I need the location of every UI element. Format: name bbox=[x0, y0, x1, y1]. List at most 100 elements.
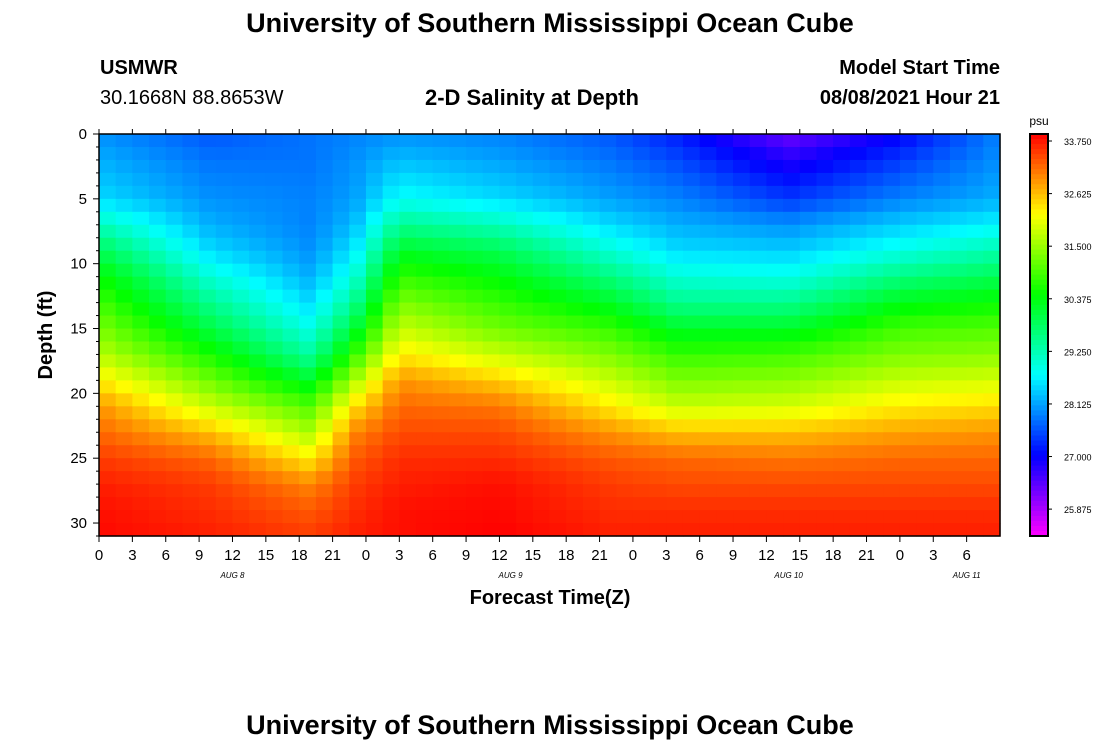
heatmap-cell bbox=[766, 497, 784, 511]
heatmap-cell bbox=[165, 406, 184, 420]
x-tick-label: 0 bbox=[362, 547, 370, 564]
heatmap-cell bbox=[482, 198, 501, 213]
heatmap-cell bbox=[566, 510, 584, 524]
heatmap-cell bbox=[899, 432, 918, 446]
colorbar-tick-label: 28.125 bbox=[1064, 400, 1092, 410]
heatmap-cell bbox=[365, 471, 384, 485]
x-tick-label: 15 bbox=[258, 547, 275, 564]
heatmap-cell bbox=[516, 393, 534, 407]
heatmap-cell bbox=[332, 471, 350, 485]
heatmap-cell bbox=[916, 393, 934, 407]
heatmap-cell bbox=[249, 134, 267, 148]
heatmap-cell bbox=[282, 315, 300, 330]
heatmap-cell bbox=[249, 302, 267, 317]
heatmap-cell bbox=[182, 380, 200, 394]
heatmap-cell bbox=[365, 419, 384, 433]
colorbar-swatch bbox=[1030, 450, 1048, 457]
heatmap-cell bbox=[632, 445, 651, 459]
heatmap-cell bbox=[933, 406, 951, 420]
heatmap-cell bbox=[816, 263, 834, 278]
heatmap-cell bbox=[816, 134, 834, 148]
heatmap-cell bbox=[532, 172, 551, 187]
heatmap-cell bbox=[566, 134, 584, 148]
heatmap-cell bbox=[582, 393, 601, 407]
heatmap-cell bbox=[816, 354, 834, 369]
heatmap-cell bbox=[516, 237, 534, 252]
heatmap-cell bbox=[416, 393, 434, 407]
heatmap-cell bbox=[866, 419, 884, 433]
heatmap-cell bbox=[115, 289, 133, 304]
heatmap-cell bbox=[699, 419, 717, 433]
heatmap-cell bbox=[632, 354, 651, 369]
heatmap-cell bbox=[933, 510, 951, 524]
heatmap-cell bbox=[666, 432, 684, 446]
heatmap-cell bbox=[549, 146, 567, 161]
heatmap-cell bbox=[733, 159, 751, 174]
heatmap-cell bbox=[282, 510, 300, 524]
colorbar-swatch bbox=[1030, 400, 1048, 406]
heatmap-cell bbox=[733, 237, 751, 252]
heatmap-cell bbox=[149, 289, 167, 304]
heatmap-cell bbox=[499, 315, 517, 330]
heatmap-cell bbox=[649, 497, 667, 511]
heatmap-cell bbox=[983, 276, 1001, 291]
heatmap-cell bbox=[265, 172, 284, 187]
heatmap-cell bbox=[482, 432, 501, 446]
heatmap-cell bbox=[432, 419, 450, 433]
heatmap-cell bbox=[883, 224, 901, 239]
heatmap-cell bbox=[482, 380, 501, 394]
heatmap-cell bbox=[249, 172, 267, 187]
heatmap-cell bbox=[582, 406, 601, 420]
heatmap-cell bbox=[399, 445, 417, 459]
heatmap-cell bbox=[499, 250, 517, 265]
heatmap-cell bbox=[833, 432, 851, 446]
heatmap-cell bbox=[432, 302, 450, 317]
heatmap-cell bbox=[866, 523, 884, 537]
heatmap-cell bbox=[332, 393, 350, 407]
heatmap-cell bbox=[349, 393, 367, 407]
heatmap-cell bbox=[833, 224, 851, 239]
heatmap-cell bbox=[749, 328, 768, 343]
heatmap-cell bbox=[232, 134, 250, 148]
heatmap-cell bbox=[382, 471, 400, 485]
heatmap-cell bbox=[883, 146, 901, 161]
colorbar-swatch bbox=[1030, 415, 1048, 422]
heatmap-cell bbox=[749, 289, 768, 304]
heatmap-cell bbox=[682, 393, 701, 407]
heatmap-cell bbox=[165, 302, 184, 317]
heatmap-cell bbox=[566, 367, 584, 381]
heatmap-cell bbox=[682, 523, 701, 537]
heatmap-cell bbox=[416, 134, 434, 148]
heatmap-cell bbox=[199, 471, 217, 485]
heatmap-cell bbox=[682, 289, 701, 304]
heatmap-cell bbox=[949, 224, 968, 239]
heatmap-cell bbox=[115, 134, 133, 148]
colorbar-swatch bbox=[1030, 425, 1048, 432]
heatmap-cell bbox=[816, 367, 834, 381]
heatmap-cell bbox=[399, 146, 417, 161]
heatmap-cell bbox=[132, 458, 150, 472]
heatmap-cell bbox=[349, 250, 367, 265]
heatmap-cell bbox=[332, 419, 350, 433]
heatmap-cell bbox=[165, 484, 184, 498]
heatmap-cell bbox=[549, 302, 567, 317]
heatmap-cell bbox=[132, 328, 150, 343]
heatmap-cell bbox=[799, 263, 818, 278]
heatmap-cell bbox=[632, 250, 651, 265]
heatmap-cell bbox=[382, 497, 400, 511]
heatmap-cell bbox=[466, 445, 484, 459]
heatmap-cell bbox=[215, 406, 234, 420]
colorbar-swatch bbox=[1030, 375, 1048, 381]
colorbar-tick-label: 27.000 bbox=[1064, 453, 1092, 463]
heatmap-cell bbox=[949, 497, 968, 511]
heatmap-cell bbox=[315, 354, 334, 369]
heatmap-cell bbox=[132, 432, 150, 446]
heatmap-cell bbox=[482, 146, 501, 161]
heatmap-cell bbox=[282, 484, 300, 498]
heatmap-cell bbox=[349, 263, 367, 278]
heatmap-cell bbox=[232, 198, 250, 213]
heatmap-cell bbox=[416, 224, 434, 239]
heatmap-cell bbox=[115, 198, 133, 213]
